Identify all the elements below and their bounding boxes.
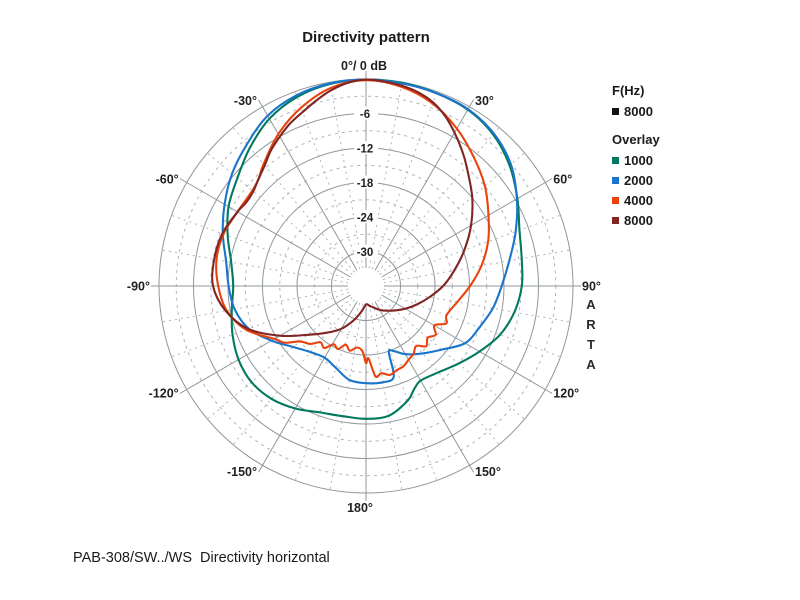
angle-label-150: 150° bbox=[475, 465, 501, 479]
chart-title: Directivity pattern bbox=[302, 29, 430, 46]
legend-label-overlay-1000: 1000 bbox=[624, 153, 653, 168]
legend-item-overlay-1000: 1000 bbox=[612, 152, 660, 172]
angle-label-180: 180° bbox=[347, 501, 373, 515]
curve-2000hz bbox=[221, 78, 519, 385]
angle-label--120: -120° bbox=[149, 387, 179, 401]
legend-swatch-overlay-1000 bbox=[612, 157, 619, 164]
legend-swatch-overlay-2000 bbox=[612, 177, 619, 184]
angle-label--60: -60° bbox=[156, 173, 179, 187]
legend-label-overlay-2000: 2000 bbox=[624, 173, 653, 188]
series-curves bbox=[211, 78, 524, 420]
angle-label-60: 60° bbox=[553, 173, 572, 187]
legend: F(Hz) 8000 Overlay 1000 2000 4000 8000 bbox=[612, 82, 660, 232]
center-hole bbox=[348, 268, 384, 304]
legend-swatch-freq-8000 bbox=[612, 108, 619, 115]
legend-label-overlay-8000: 8000 bbox=[624, 213, 653, 228]
legend-swatch-overlay-4000 bbox=[612, 197, 619, 204]
angle-label-90: 90° bbox=[582, 280, 601, 294]
watermark-letter-T: T bbox=[587, 337, 595, 352]
legend-overlay-title: Overlay bbox=[612, 132, 660, 147]
angle-label--30: -30° bbox=[234, 94, 257, 108]
angle-axis-labels: 0°/ 0 dB 30° 60° 90° 120° 150° 180° -30° -60° -90… bbox=[127, 59, 601, 515]
grid-spokes bbox=[151, 71, 581, 501]
watermark-letter-A: A bbox=[586, 357, 596, 372]
legend-item-overlay-2000: 2000 bbox=[612, 172, 660, 192]
legend-item-freq-8000: 8000 bbox=[612, 103, 660, 123]
ring-label--6: -6 bbox=[360, 109, 370, 121]
legend-label-overlay-4000: 4000 bbox=[624, 193, 653, 208]
angle-label--150: -150° bbox=[227, 465, 257, 479]
ring-label--24: -24 bbox=[357, 213, 374, 225]
legend-freq-title: F(Hz) bbox=[612, 83, 645, 98]
angle-label-120: 120° bbox=[553, 387, 579, 401]
angle-label-0: 0°/ 0 dB bbox=[341, 59, 387, 73]
curve-8000hz bbox=[211, 78, 474, 338]
ring-label--18: -18 bbox=[357, 178, 374, 190]
legend-item-overlay-4000: 4000 bbox=[612, 192, 660, 212]
legend-label-freq-8000: 8000 bbox=[624, 104, 653, 119]
ring-label--30: -30 bbox=[357, 247, 374, 259]
radial-axis-labels: -6 -12 -18 -24 -30 bbox=[354, 106, 378, 259]
legend-item-overlay-8000: 8000 bbox=[612, 212, 660, 232]
angle-label-30: 30° bbox=[475, 94, 494, 108]
caption-text: PAB-308/SW../WS Directivity horizontal bbox=[73, 550, 330, 566]
ring-label--12: -12 bbox=[357, 144, 374, 156]
watermark-letter-R: R bbox=[586, 317, 596, 332]
watermark-letter-A: A bbox=[586, 297, 596, 312]
angle-label--90: -90° bbox=[127, 280, 150, 294]
legend-swatch-overlay-8000 bbox=[612, 217, 619, 224]
